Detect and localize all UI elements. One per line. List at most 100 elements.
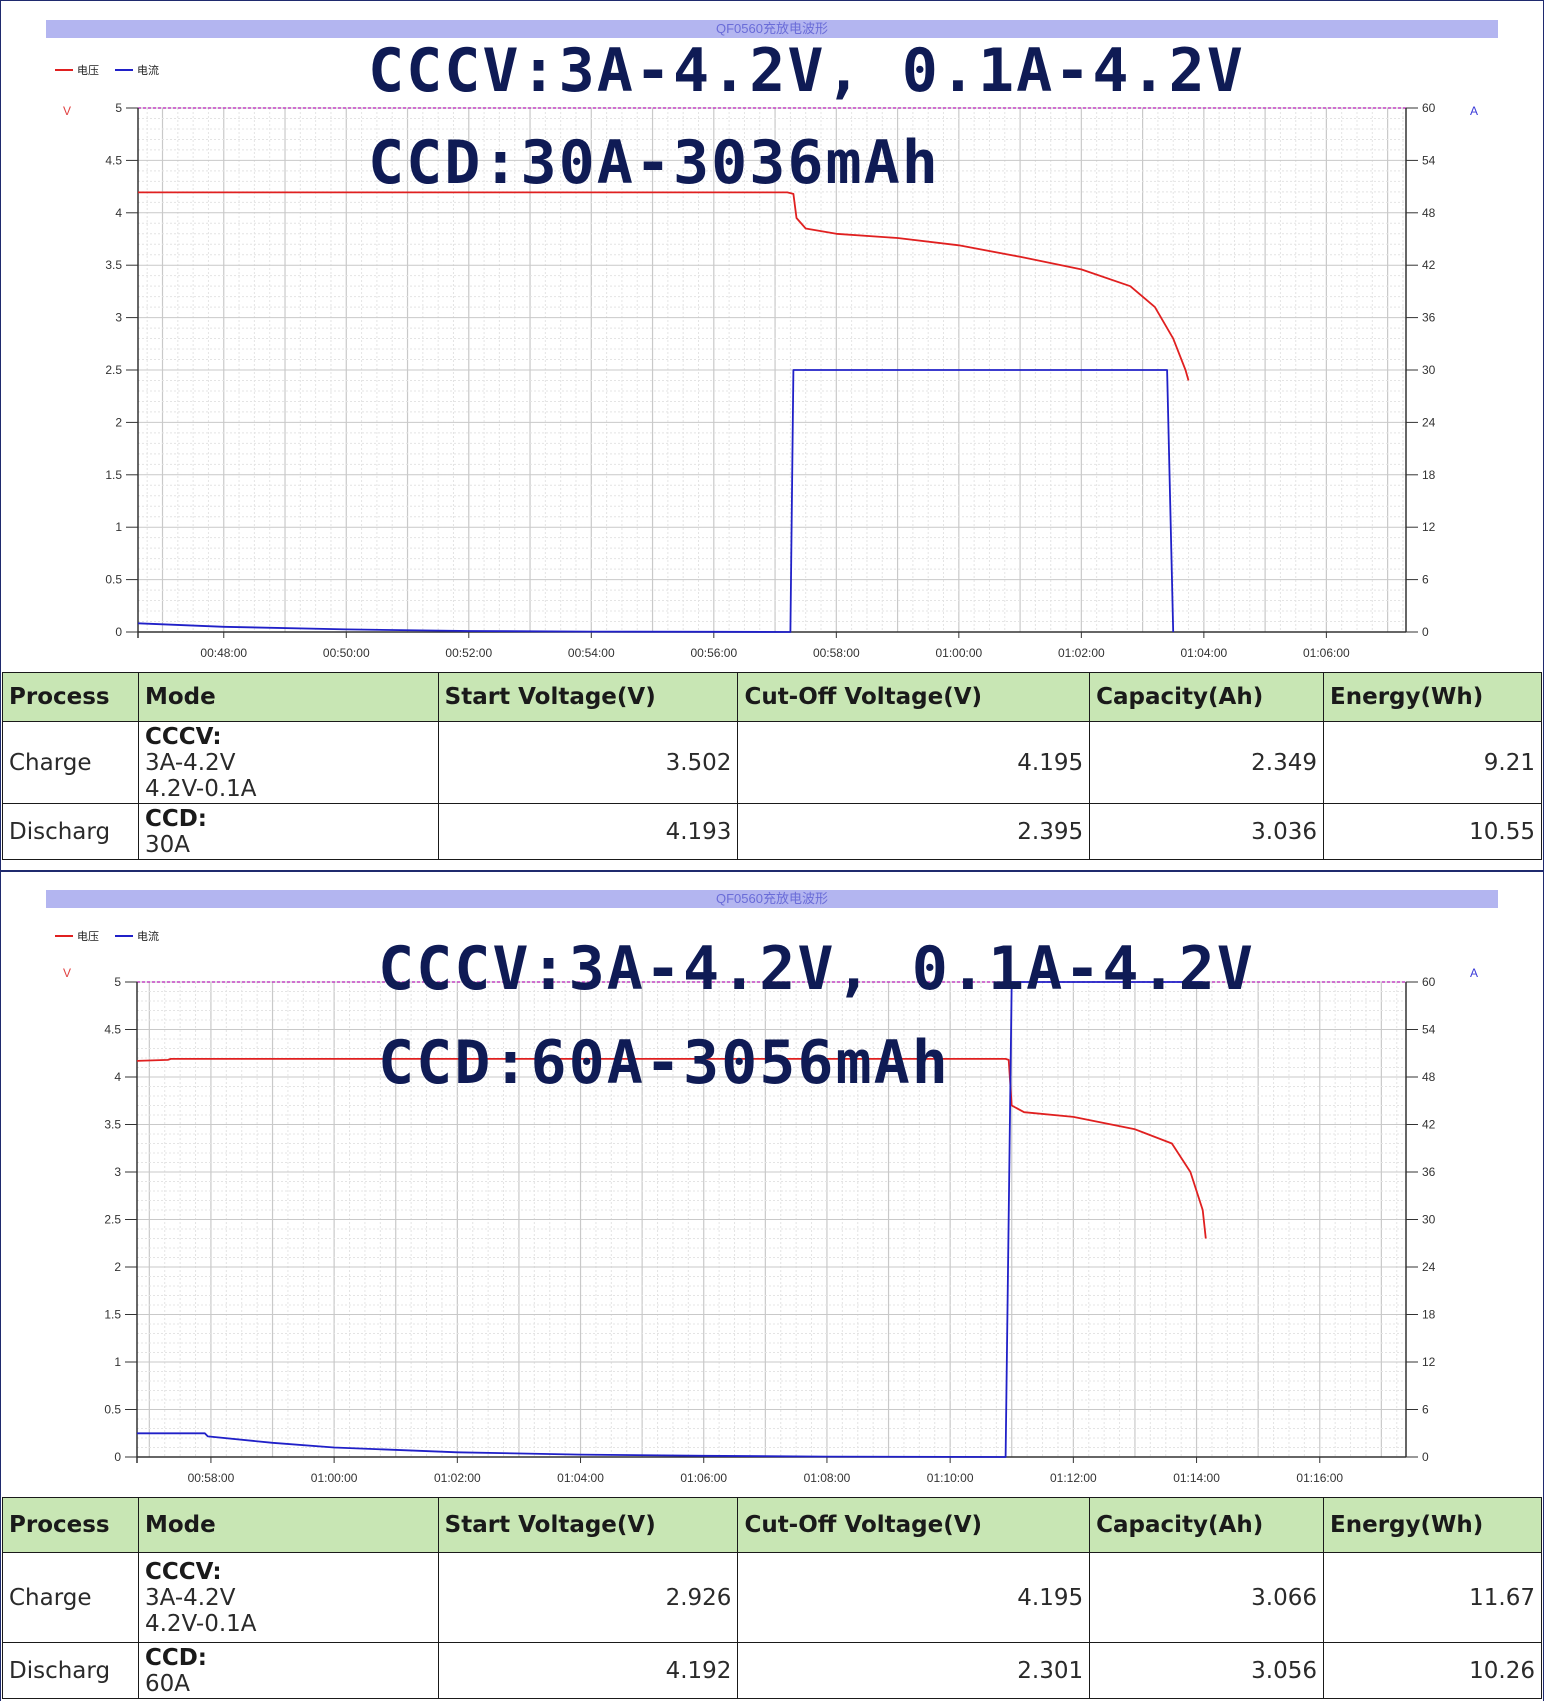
- y-tick-label-left: 3.5: [104, 1118, 121, 1132]
- x-tick-label: 00:50:00: [323, 646, 370, 660]
- x-tick-label: 00:56:00: [690, 646, 737, 660]
- x-tick-label: 01:02:00: [1058, 646, 1105, 660]
- cell-energy: 10.55: [1323, 803, 1542, 860]
- overlay-discharge-spec: CCD:30A-3036mAh: [368, 128, 940, 198]
- cell-capacity: 3.066: [1089, 1552, 1325, 1643]
- y-tick-label-right: 0: [1422, 625, 1429, 639]
- x-tick-label: 01:02:00: [434, 1471, 481, 1485]
- chart-panel-2: QF0560充放电波形 电压 电流 V A 0 0.5 1 1.5 2 2.5 3 3.5 4 4…: [0, 870, 1544, 1701]
- cell-cutoff-voltage: 4.195: [737, 1552, 1091, 1643]
- y-tick-label-right: 12: [1422, 520, 1436, 534]
- header-mode: Mode: [137, 1497, 439, 1553]
- header-cutoff-voltage: Cut-Off Voltage(V): [737, 672, 1091, 722]
- y-tick-label-right: 30: [1422, 1213, 1436, 1227]
- table-row-discharge: Discharg CCD: 30A 4.193 2.395 3.036 10.55: [2, 803, 1542, 860]
- chart-plot-2: 0 0.5 1 1.5 2 2.5 3 3.5 4 4.5 5 0 6 12 18 24 30 36 42 48 54 6…: [104, 975, 1436, 1485]
- y-tick-label-right: 6: [1422, 573, 1429, 587]
- y-tick-label-left: 0.5: [104, 1403, 121, 1417]
- y-tick-label-left: 0: [115, 625, 122, 639]
- legend-item-current: 电流: [115, 928, 159, 944]
- y-tick-label-right: 6: [1422, 1403, 1429, 1417]
- header-energy: Energy(Wh): [1323, 672, 1542, 722]
- x-tick-label: 01:16:00: [1296, 1471, 1343, 1485]
- chart-plot-1: 0 0.5 1 1.5 2 2.5 3 3.5 4 4.5 5 0 6 12 18 24 30 36 42 48 54 6…: [105, 101, 1436, 660]
- cell-mode: CCCV: 3A-4.2V 4.2V-0.1A: [137, 1552, 439, 1643]
- header-mode: Mode: [137, 672, 439, 722]
- y-tick-label-left: 5: [114, 975, 121, 989]
- left-axis-unit: V: [63, 966, 72, 980]
- cell-capacity: 3.036: [1089, 803, 1325, 860]
- header-capacity: Capacity(Ah): [1089, 1497, 1325, 1553]
- overlay-charge-spec: CCCV:3A-4.2V, 0.1A-4.2V: [368, 36, 1245, 106]
- legend-label: 电压: [77, 931, 99, 943]
- cell-start-voltage: 3.502: [437, 721, 739, 804]
- y-tick-label-right: 24: [1422, 415, 1436, 429]
- cell-process: Discharg: [2, 1642, 139, 1699]
- x-tick-label: 01:10:00: [927, 1471, 974, 1485]
- y-tick-label-right: 54: [1422, 153, 1436, 167]
- x-tick-label: 01:14:00: [1173, 1471, 1220, 1485]
- y-tick-label-right: 48: [1422, 206, 1436, 220]
- x-tick-label: 01:00:00: [935, 646, 982, 660]
- cell-mode: CCCV: 3A-4.2V 4.2V-0.1A: [137, 721, 439, 804]
- x-tick-label: 01:06:00: [680, 1471, 727, 1485]
- cell-energy: 10.26: [1323, 1642, 1542, 1699]
- y-tick-label-right: 42: [1422, 258, 1436, 272]
- legend-item-voltage: 电压: [55, 928, 99, 944]
- legend-label: 电流: [137, 65, 159, 77]
- overlay-discharge-spec: CCD:60A-3056mAh: [378, 1028, 950, 1098]
- y-tick-label-left: 3.5: [105, 258, 122, 272]
- cell-mode: CCD: 60A: [137, 1642, 439, 1699]
- y-tick-label-left: 2: [115, 415, 122, 429]
- y-tick-label-right: 48: [1422, 1070, 1436, 1084]
- table-row-charge: Charge CCCV: 3A-4.2V 4.2V-0.1A 3.502 4.195…: [2, 721, 1542, 804]
- cell-cutoff-voltage: 4.195: [737, 721, 1091, 804]
- cell-capacity: 2.349: [1089, 721, 1325, 804]
- right-axis-unit: A: [1470, 966, 1479, 980]
- legend-item-voltage: 电压: [55, 62, 99, 78]
- chart-legend: 电压 电流: [55, 928, 169, 944]
- cell-capacity: 3.056: [1089, 1642, 1325, 1699]
- overlay-charge-spec: CCCV:3A-4.2V, 0.1A-4.2V: [378, 934, 1255, 1004]
- legend-item-current: 电流: [115, 62, 159, 78]
- series-line-current: [137, 981, 1203, 1458]
- results-table-2: Process Mode Start Voltage(V) Cut-Off Vo…: [2, 1497, 1542, 1699]
- series-line-voltage: [138, 191, 1190, 381]
- header-process: Process: [2, 1497, 139, 1553]
- cell-mode: CCD: 30A: [137, 803, 439, 860]
- x-tick-label: 00:52:00: [445, 646, 492, 660]
- cell-process: Charge: [2, 721, 139, 804]
- series-line-current: [137, 369, 1175, 633]
- cell-process: Charge: [2, 1552, 139, 1643]
- y-tick-label-left: 4: [114, 1070, 121, 1084]
- y-tick-label-right: 24: [1422, 1260, 1436, 1274]
- y-tick-label-left: 1: [114, 1355, 121, 1369]
- panel-border: [0, 0, 1, 870]
- cell-cutoff-voltage: 2.395: [737, 803, 1091, 860]
- y-tick-label-left: 3: [115, 311, 122, 325]
- y-tick-label-right: 54: [1422, 1023, 1436, 1037]
- y-tick-label-left: 5: [115, 101, 122, 115]
- x-tick-label: 01:06:00: [1303, 646, 1350, 660]
- legend-label: 电压: [77, 65, 99, 77]
- cell-process: Discharg: [2, 803, 139, 860]
- cell-energy: 9.21: [1323, 721, 1542, 804]
- y-tick-label-right: 18: [1422, 1308, 1436, 1322]
- panel-separator: [0, 870, 1544, 872]
- series-line-voltage: [136, 1058, 1207, 1239]
- x-tick-label: 01:04:00: [557, 1471, 604, 1485]
- table-header-row: Process Mode Start Voltage(V) Cut-Off Vo…: [2, 1497, 1542, 1553]
- table-row-charge: Charge CCCV: 3A-4.2V 4.2V-0.1A 2.926 4.195…: [2, 1552, 1542, 1643]
- y-tick-label-left: 3: [114, 1165, 121, 1179]
- chart-legend: 电压 电流: [55, 62, 169, 78]
- table-header-row: Process Mode Start Voltage(V) Cut-Off Vo…: [2, 672, 1542, 722]
- y-tick-label-right: 42: [1422, 1118, 1436, 1132]
- y-tick-label-right: 30: [1422, 363, 1436, 377]
- y-tick-label-right: 60: [1422, 101, 1436, 115]
- y-tick-label-left: 0.5: [105, 573, 122, 587]
- x-tick-label: 01:04:00: [1180, 646, 1227, 660]
- cell-cutoff-voltage: 2.301: [737, 1642, 1091, 1699]
- header-capacity: Capacity(Ah): [1089, 672, 1325, 722]
- results-table-1: Process Mode Start Voltage(V) Cut-Off Vo…: [2, 672, 1542, 860]
- cell-start-voltage: 4.193: [437, 803, 739, 860]
